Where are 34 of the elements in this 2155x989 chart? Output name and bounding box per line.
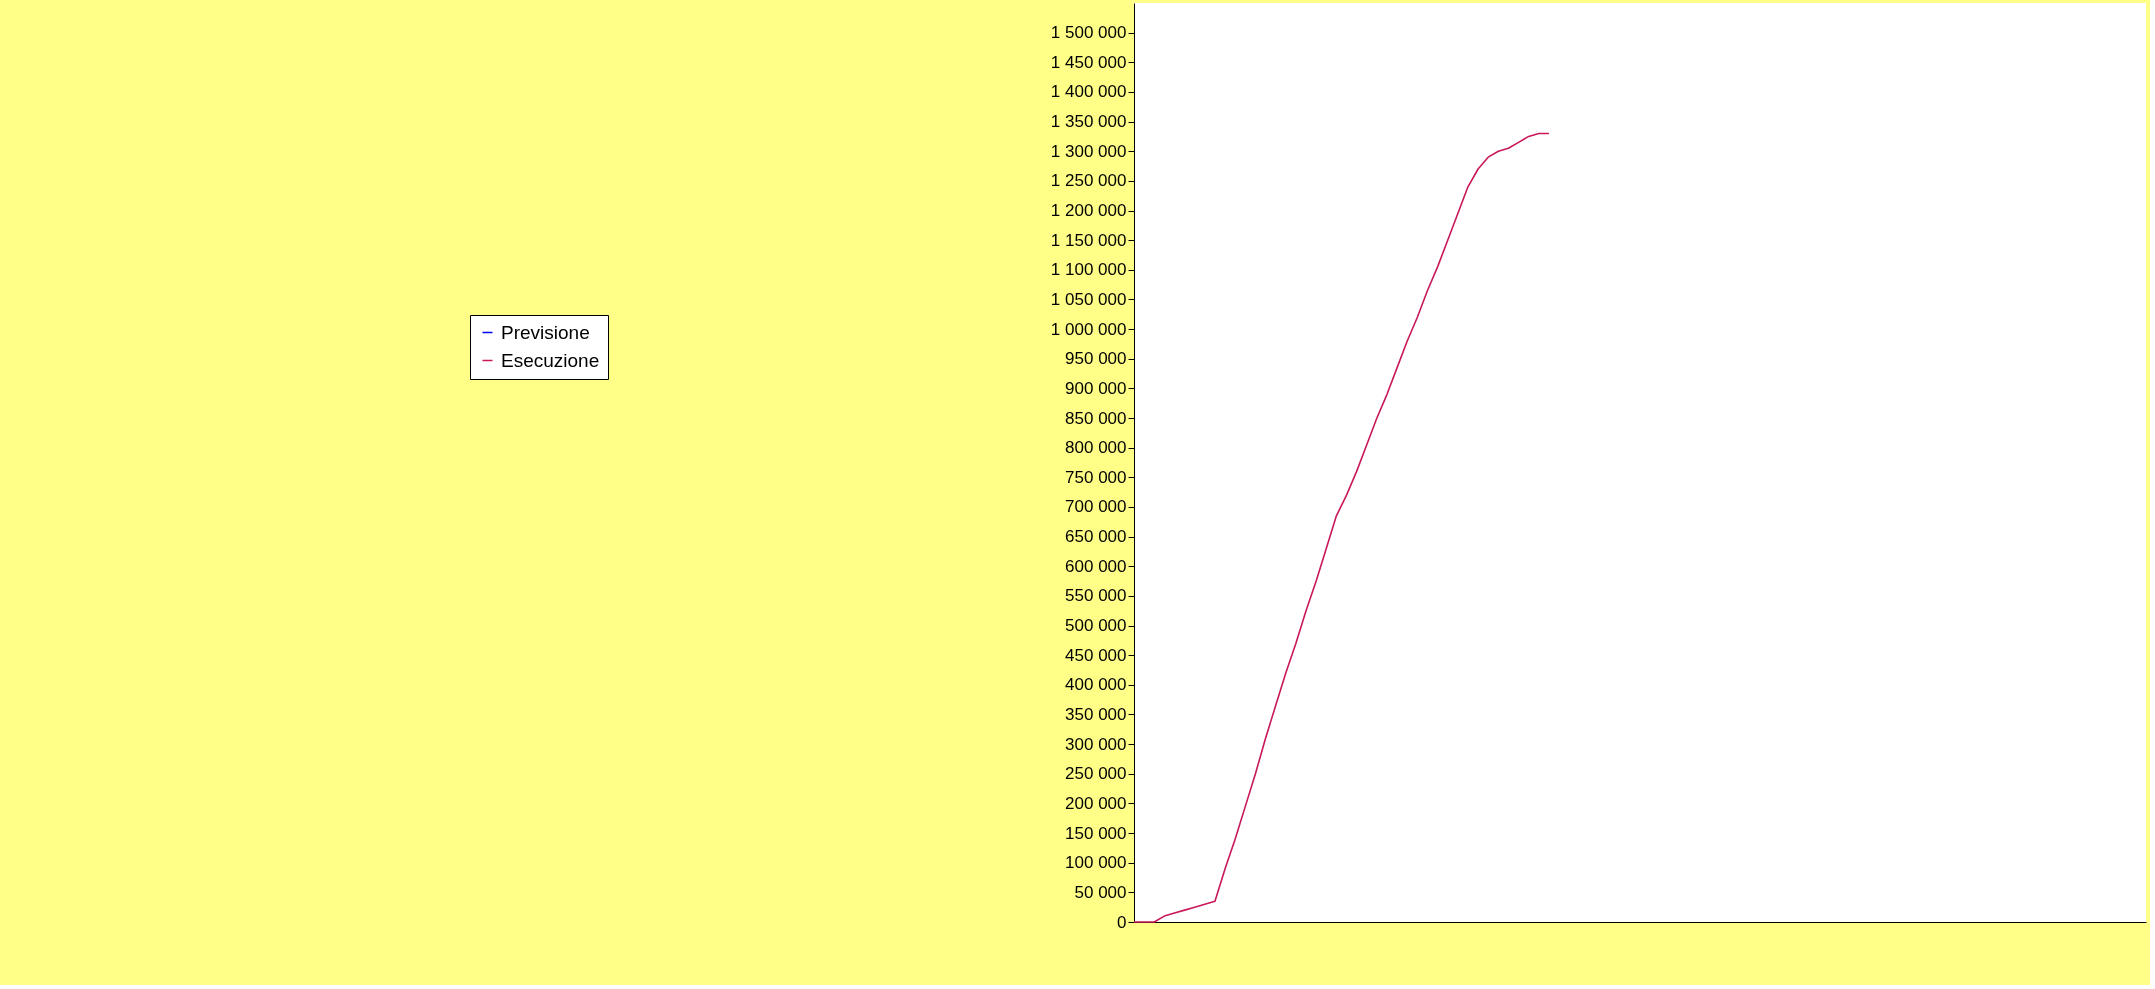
y-tick-label: 1 450 000 <box>1050 52 1127 72</box>
y-tick-label: 150 000 <box>1065 823 1127 843</box>
y-tick-label: 1 200 000 <box>1050 201 1127 221</box>
y-tick-label: 1 500 000 <box>1050 23 1127 43</box>
y-tick-label: 550 000 <box>1065 586 1127 606</box>
y-tick-label: 500 000 <box>1065 616 1127 636</box>
y-tick-label: 350 000 <box>1065 704 1127 724</box>
y-tick-label: 450 000 <box>1065 645 1127 665</box>
y-tick-label: 600 000 <box>1065 556 1127 576</box>
y-tick-label: 250 000 <box>1065 764 1127 784</box>
y-tick-label: 300 000 <box>1065 734 1127 754</box>
y-tick-label: 800 000 <box>1065 438 1127 458</box>
y-tick-label: 1 150 000 <box>1050 230 1127 250</box>
line-series <box>1133 132 1550 923</box>
y-tick-label: 900 000 <box>1065 378 1127 398</box>
y-tick-label: 50 000 <box>1074 882 1127 902</box>
y-tick-label: 1 000 000 <box>1050 319 1127 339</box>
y-tick-label: 100 000 <box>1065 853 1127 873</box>
y-tick-label: 750 000 <box>1065 467 1127 487</box>
y-tick-label: 1 100 000 <box>1050 260 1127 280</box>
legend-label: Esecuzione <box>501 349 600 371</box>
y-tick-label: 400 000 <box>1065 675 1127 695</box>
y-tick-label: 1 350 000 <box>1050 112 1127 132</box>
legend-label: Previsione <box>501 321 590 343</box>
y-tick-label: 950 000 <box>1065 349 1127 369</box>
y-tick-label: 700 000 <box>1065 497 1127 517</box>
y-tick-label: 850 000 <box>1065 408 1127 428</box>
y-tick-label: 200 000 <box>1065 793 1127 813</box>
y-tick-label: 1 400 000 <box>1050 82 1127 102</box>
y-tick-label: 0 <box>1117 912 1127 932</box>
y-tick-label: 650 000 <box>1065 527 1127 547</box>
y-tick-label: 1 300 000 <box>1050 141 1127 161</box>
y-tick-label: 1 250 000 <box>1050 171 1127 191</box>
y-tick-label: 1 050 000 <box>1050 289 1127 309</box>
